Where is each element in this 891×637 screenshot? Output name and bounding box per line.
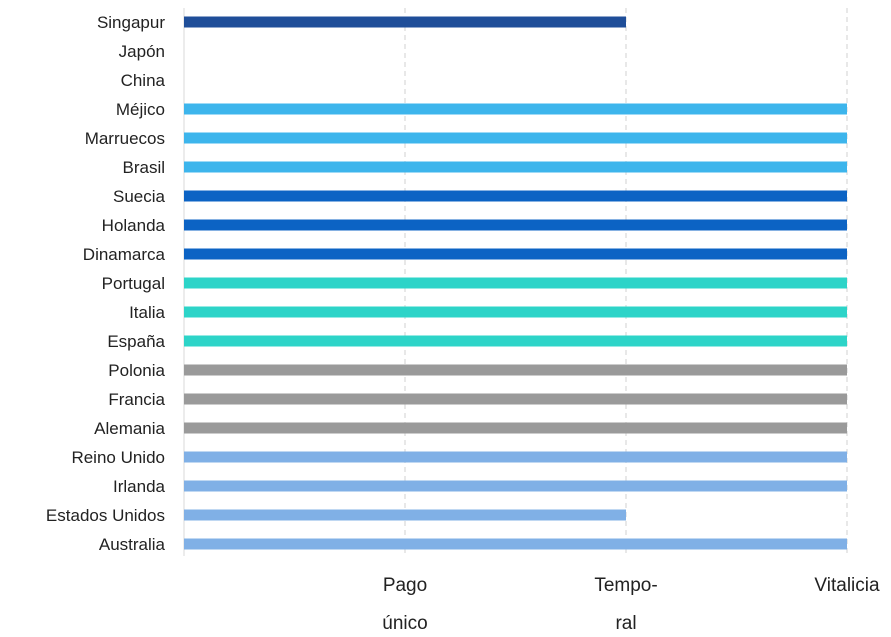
bar-espana: [184, 335, 847, 347]
bar-dinamarca: [184, 248, 847, 260]
category-labels: Singapur Japón China Méjico Marruecos Brasil S…: [46, 13, 166, 554]
bar-brasil: [184, 161, 847, 173]
bar-holanda: [184, 219, 847, 231]
bar-francia: [184, 393, 847, 405]
category-label-dinamarca: Dinamarca: [83, 245, 166, 264]
bar-italia: [184, 306, 847, 318]
bar-suecia: [184, 190, 847, 202]
category-label-espana: España: [107, 332, 165, 351]
category-label-reino-unido: Reino Unido: [71, 448, 165, 467]
category-label-australia: Australia: [99, 535, 166, 554]
bar-mejico: [184, 103, 847, 115]
category-label-japon: Japón: [119, 42, 165, 61]
bar-portugal: [184, 277, 847, 289]
category-label-china: China: [121, 71, 166, 90]
category-label-brasil: Brasil: [122, 158, 165, 177]
bars: [184, 16, 847, 550]
bar-polonia: [184, 364, 847, 376]
bar-reino-unido: [184, 451, 847, 463]
category-label-estados-unidos: Estados Unidos: [46, 506, 165, 525]
category-label-polonia: Polonia: [108, 361, 165, 380]
category-label-mejico: Méjico: [116, 100, 165, 119]
category-label-francia: Francia: [108, 390, 165, 409]
category-label-italia: Italia: [129, 303, 165, 322]
category-label-alemania: Alemania: [94, 419, 165, 438]
category-label-portugal: Portugal: [102, 274, 165, 293]
category-label-marruecos: Marruecos: [85, 129, 165, 148]
bar-irlanda: [184, 480, 847, 492]
bar-alemania: [184, 422, 847, 434]
bar-singapur: [184, 16, 626, 28]
x-tick-label-vitalicia: Vitalicia: [814, 575, 880, 596]
x-tick-label-tempo-ral: Tempo-ral: [594, 575, 657, 634]
x-tick-label-pago-unico: Pago único: [382, 575, 427, 634]
category-label-suecia: Suecia: [113, 187, 166, 206]
bar-australia: [184, 538, 847, 550]
bar-estados-unidos: [184, 509, 626, 521]
bar-marruecos: [184, 132, 847, 144]
category-label-holanda: Holanda: [102, 216, 166, 235]
category-label-singapur: Singapur: [97, 13, 165, 32]
category-label-irlanda: Irlanda: [113, 477, 166, 496]
x-tick-labels: Pago único Tempo-ral Vitalicia: [382, 575, 880, 634]
